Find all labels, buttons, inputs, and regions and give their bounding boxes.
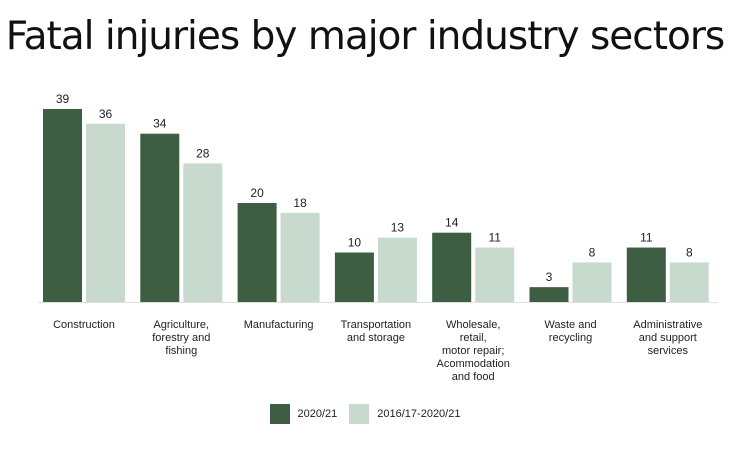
data-label: 11 — [640, 231, 653, 245]
chart-title: Fatal injuries by major industry sectors — [5, 14, 726, 59]
data-label: 39 — [56, 92, 70, 106]
data-label: 34 — [153, 117, 167, 131]
bar-series-1 — [237, 203, 277, 302]
bar-series-2 — [572, 262, 612, 302]
bar-series-1 — [334, 252, 374, 302]
data-label: 11 — [488, 231, 501, 245]
bar-series-2 — [475, 247, 515, 302]
legend-label-series-1: 2020/21 — [297, 408, 338, 420]
data-label: 28 — [196, 146, 210, 160]
bar-series-2 — [377, 237, 417, 302]
data-label: 8 — [589, 245, 596, 259]
bar-chart: 39 36 Construction 34 28 Agriculture, forestry… — [38, 92, 718, 383]
category-label: Transportation and storage — [341, 319, 412, 344]
category-label: Waste and recycling — [544, 319, 596, 344]
legend-item-series-2: 2016/17-2020/21 — [349, 404, 460, 424]
bar-series-1 — [432, 232, 472, 302]
data-label: 36 — [99, 107, 113, 121]
bar-series-2 — [280, 212, 320, 302]
bar-series-1 — [140, 133, 180, 302]
legend: 2020/21 2016/17-2020/21 — [0, 404, 730, 424]
legend-swatch-series-1 — [269, 404, 290, 424]
data-label: 14 — [445, 216, 459, 230]
category-label: Construction — [53, 319, 115, 331]
bar-series-1 — [529, 287, 569, 302]
bar-series-1 — [626, 247, 666, 302]
category-label: Agriculture, forestry and fishing — [152, 319, 210, 357]
legend-label-series-2: 2016/17-2020/21 — [377, 408, 461, 420]
legend-swatch-series-2 — [349, 404, 370, 424]
data-label: 13 — [391, 221, 405, 235]
legend-item-series-1: 2020/21 — [269, 404, 338, 424]
bar-series-1 — [43, 108, 82, 302]
data-label: 3 — [546, 270, 553, 284]
category-label: Wholesale, retail, motor repair; Acommodati… — [437, 319, 510, 383]
data-label: 20 — [250, 186, 264, 200]
bar-series-2 — [183, 163, 223, 302]
data-label: 8 — [686, 245, 693, 259]
data-label: 10 — [348, 236, 362, 250]
category-label: Manufacturing — [244, 319, 314, 331]
bar-series-2 — [669, 262, 709, 302]
category-label: Administrative and support services — [633, 319, 702, 357]
data-label: 18 — [293, 196, 307, 210]
bar-series-2 — [86, 123, 125, 302]
